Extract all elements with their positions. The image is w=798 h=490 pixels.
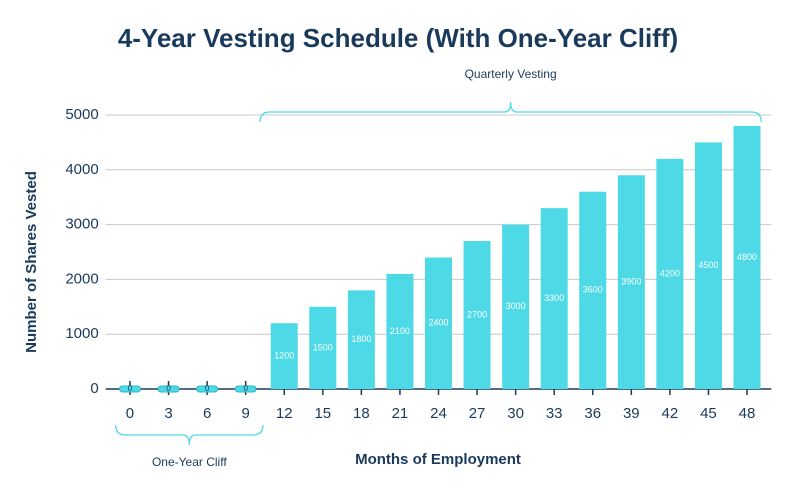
- bar: [694, 142, 722, 389]
- bar: [309, 306, 337, 389]
- bar: [270, 323, 298, 389]
- bar: [234, 385, 257, 393]
- x-tick-label: 30: [507, 405, 524, 422]
- data-label: 3600: [583, 285, 603, 295]
- x-tick-label: 18: [353, 405, 370, 422]
- y-tick-label: 4000: [65, 161, 98, 178]
- bar: [425, 257, 452, 389]
- data-label: 4500: [698, 260, 718, 270]
- y-tick-label: 0: [90, 380, 98, 397]
- x-tick-label: 0: [126, 405, 134, 422]
- data-label: 4800: [737, 252, 757, 262]
- data-label: 0: [205, 384, 210, 393]
- data-label: 3300: [544, 293, 564, 303]
- x-tick-label: 33: [546, 405, 563, 422]
- x-tick-label: 21: [392, 405, 409, 422]
- bar: [118, 385, 141, 393]
- x-tick-label: 3: [164, 405, 172, 422]
- brace: [115, 424, 264, 446]
- data-label: 3000: [506, 301, 526, 311]
- bar: [617, 175, 645, 389]
- data-label: 1200: [274, 350, 294, 360]
- data-label: 2400: [428, 318, 448, 328]
- data-label: 3900: [621, 277, 641, 287]
- data-label: 0: [166, 384, 171, 393]
- data-label: 1800: [351, 334, 371, 344]
- brace: [259, 101, 762, 123]
- data-label: 2100: [390, 326, 410, 336]
- x-tick-label: 27: [469, 405, 486, 422]
- y-tick-label: 3000: [65, 216, 98, 233]
- x-tick-label: 24: [430, 405, 447, 422]
- bar: [540, 208, 568, 389]
- x-tick-label: 6: [203, 405, 211, 422]
- chart-title: 4-Year Vesting Schedule (With One-Year C…: [118, 23, 678, 53]
- bar: [463, 241, 491, 389]
- bar: [579, 191, 607, 389]
- x-tick-label: 12: [276, 405, 293, 422]
- bar: [196, 385, 219, 393]
- y-tick-label: 2000: [65, 270, 98, 287]
- bar: [347, 290, 375, 389]
- y-tick-label: 1000: [65, 325, 98, 342]
- data-label: 1500: [313, 342, 333, 352]
- data-label: 4200: [660, 268, 680, 278]
- annotation: Quarterly Vesting: [465, 67, 557, 81]
- y-axis-title: Number of Shares Vested: [23, 171, 40, 353]
- x-axis-title: Months of Employment: [355, 451, 521, 468]
- bar: [502, 224, 530, 389]
- y-tick-label: 5000: [65, 106, 98, 123]
- bar: [733, 125, 761, 390]
- x-tick-label: 15: [314, 405, 331, 422]
- bar: [157, 385, 180, 393]
- x-tick-label: 36: [584, 405, 601, 422]
- x-tick-label: 42: [662, 405, 679, 422]
- data-label: 2700: [467, 309, 487, 319]
- x-tick-label: 39: [623, 405, 640, 422]
- x-tick-label: 48: [739, 405, 756, 422]
- annotation: One-Year Cliff: [152, 455, 227, 469]
- x-tick-label: 9: [242, 405, 250, 422]
- data-label: 0: [243, 384, 248, 393]
- data-label: 0: [128, 384, 133, 393]
- bar: [386, 273, 414, 389]
- x-tick-label: 45: [700, 405, 717, 422]
- bar: [656, 158, 684, 389]
